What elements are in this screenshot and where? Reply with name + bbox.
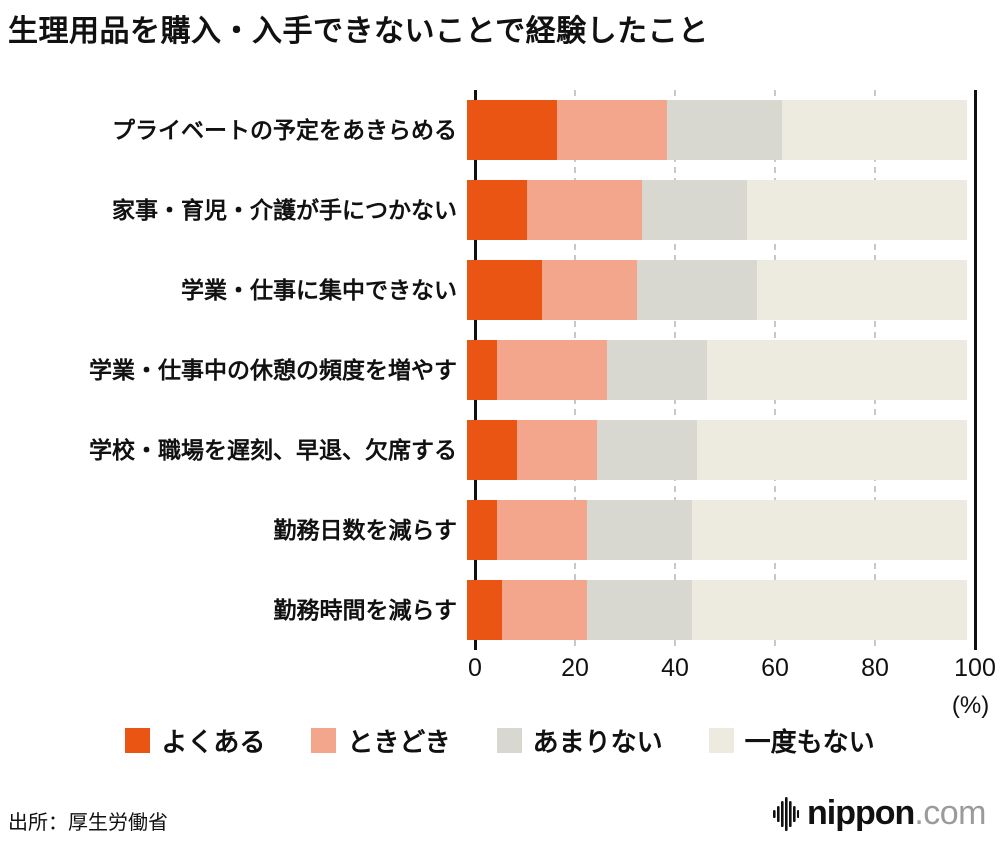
bar-segment xyxy=(757,260,967,320)
bar-segment xyxy=(707,340,967,400)
category-label: 学業・仕事に集中できない xyxy=(181,276,457,303)
bar-segment xyxy=(667,100,782,160)
stacked-bar xyxy=(467,340,967,400)
bar-segment xyxy=(527,180,642,240)
bar-segment xyxy=(497,340,607,400)
bar-segment xyxy=(747,180,967,240)
soundwave-icon xyxy=(773,795,800,833)
category-label: 勤務時間を減らす xyxy=(273,596,457,623)
x-tick-label: 80 xyxy=(861,654,889,682)
stacked-bar xyxy=(467,420,967,480)
bar-segment xyxy=(557,100,667,160)
bar-segment xyxy=(692,500,967,560)
bar-segment xyxy=(782,100,967,160)
legend-item: ときどき xyxy=(311,722,451,759)
bar-segment xyxy=(587,500,692,560)
bar-segment xyxy=(692,580,967,640)
legend-item: 一度もない xyxy=(708,722,875,759)
legend-label: あまりない xyxy=(532,727,663,757)
chart-rows: プライベートの予定をあきらめる 家事・育児・介護が手につかない学業・仕事に集中でき… xyxy=(0,90,1000,650)
bar-segment xyxy=(587,580,692,640)
x-tick-label: 100 xyxy=(954,654,996,682)
legend-label: 一度もない xyxy=(744,727,875,757)
chart-row: プライベートの予定をあきらめる xyxy=(0,90,1000,170)
x-tick-label: 20 xyxy=(561,654,589,682)
stacked-bar xyxy=(467,580,967,640)
bar-segment xyxy=(467,180,527,240)
chart-area: プライベートの予定をあきらめる 家事・育児・介護が手につかない学業・仕事に集中でき… xyxy=(0,90,1000,650)
legend-swatch xyxy=(496,728,522,753)
nippon-com-logo: nippon.com xyxy=(773,794,986,833)
bar-segment xyxy=(467,420,517,480)
bar-segment xyxy=(467,260,542,320)
bar-segment xyxy=(497,500,587,560)
legend-label: ときどき xyxy=(347,727,451,757)
stacked-bar xyxy=(467,100,967,160)
bar-segment xyxy=(467,340,497,400)
legend-item: あまりない xyxy=(496,722,663,759)
bar-segment xyxy=(467,500,497,560)
legend-swatch xyxy=(708,728,734,753)
bar-segment xyxy=(467,100,557,160)
stacked-bar xyxy=(467,180,967,240)
bar-segment xyxy=(607,340,707,400)
source-note: 出所：厚生労働省 xyxy=(8,812,168,834)
bar-segment xyxy=(467,580,502,640)
chart-row: 勤務時間を減らす xyxy=(0,570,1000,650)
x-tick-label: 60 xyxy=(761,654,789,682)
category-label: 家事・育児・介護が手につかない xyxy=(112,196,457,223)
chart-row: 学業・仕事中の休憩の頻度を増やす xyxy=(0,330,1000,410)
category-label: 勤務日数を減らす xyxy=(273,516,457,543)
stacked-bar xyxy=(467,260,967,320)
logo-name: nippon xyxy=(807,794,915,832)
bar-segment xyxy=(642,180,747,240)
x-tick-label: 0 xyxy=(468,654,482,682)
legend-item: よくある xyxy=(125,722,265,759)
legend-swatch xyxy=(311,728,337,753)
chart-row: 家事・育児・介護が手につかない xyxy=(0,170,1000,250)
legend: よくある ときどき あまりない 一度もない xyxy=(0,722,1000,759)
stacked-bar xyxy=(467,500,967,560)
bar-segment xyxy=(542,260,637,320)
chart-row: 勤務日数を減らす xyxy=(0,490,1000,570)
x-tick-label: 40 xyxy=(661,654,689,682)
bar-segment xyxy=(502,580,587,640)
logo-tld: .com xyxy=(914,794,986,832)
bar-segment xyxy=(637,260,757,320)
axis-line xyxy=(973,90,977,650)
legend-label: よくある xyxy=(161,727,266,757)
category-label: プライベートの予定をあきらめる xyxy=(112,116,457,143)
category-label: 学業・仕事中の休憩の頻度を増やす xyxy=(89,356,457,383)
chart-row: 学校・職場を遅刻、早退、欠席する xyxy=(0,410,1000,490)
category-label: 学校・職場を遅刻、早退、欠席する xyxy=(89,436,457,463)
bar-segment xyxy=(517,420,597,480)
bar-segment xyxy=(597,420,697,480)
axis-unit-label: (%) xyxy=(951,692,990,719)
x-axis: (%) 0 20 40 60 80 100 xyxy=(468,650,996,719)
bar-segment xyxy=(697,420,967,480)
chart-row: 学業・仕事に集中できない xyxy=(0,250,1000,330)
chart-title: 生理用品を購入・入手できないことで経験したこと xyxy=(8,15,709,48)
legend-swatch xyxy=(125,728,151,753)
